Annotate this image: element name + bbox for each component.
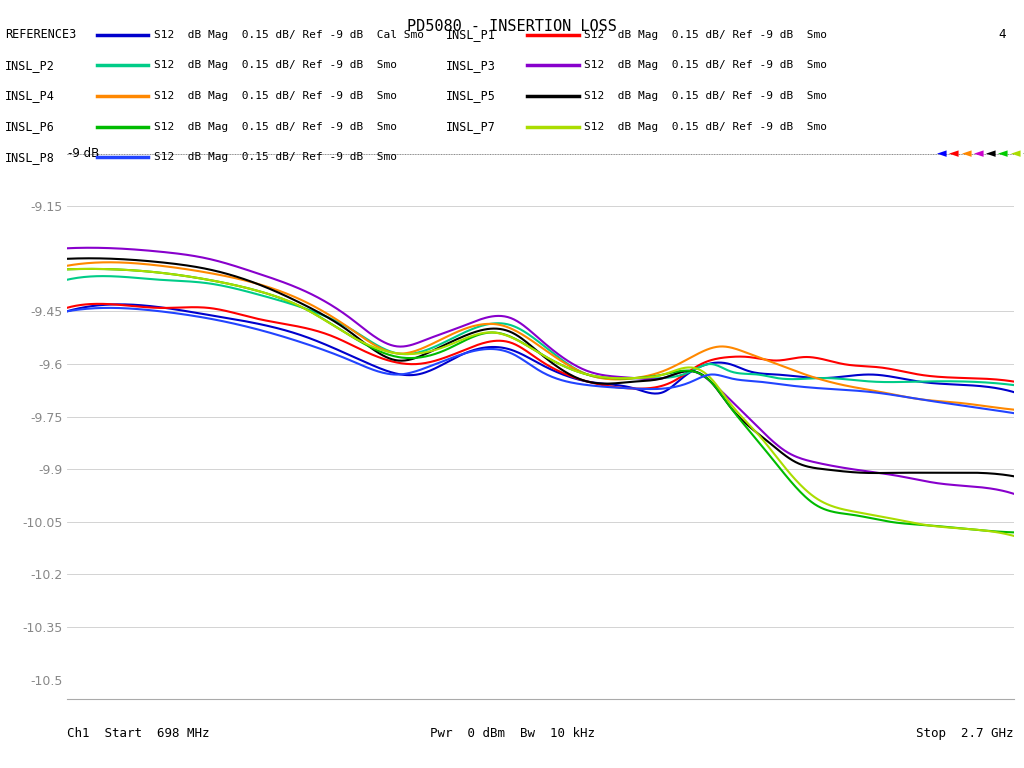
- Text: S12  dB Mag  0.15 dB/ Ref -9 dB  Smo: S12 dB Mag 0.15 dB/ Ref -9 dB Smo: [584, 29, 826, 40]
- Text: INSL_P7: INSL_P7: [445, 121, 496, 133]
- Text: INSL_P1: INSL_P1: [445, 28, 496, 41]
- Text: ◄: ◄: [974, 147, 983, 160]
- Text: S12  dB Mag  0.15 dB/ Ref -9 dB  Smo: S12 dB Mag 0.15 dB/ Ref -9 dB Smo: [584, 121, 826, 132]
- Text: Ch1  Start  698 MHz: Ch1 Start 698 MHz: [67, 727, 209, 740]
- Text: Pwr  0 dBm  Bw  10 kHz: Pwr 0 dBm Bw 10 kHz: [430, 727, 595, 740]
- Text: S12  dB Mag  0.15 dB/ Ref -9 dB  Smo: S12 dB Mag 0.15 dB/ Ref -9 dB Smo: [154, 121, 396, 132]
- Text: INSL_P5: INSL_P5: [445, 90, 496, 102]
- Text: S12  dB Mag  0.15 dB/ Ref -9 dB  Smo: S12 dB Mag 0.15 dB/ Ref -9 dB Smo: [584, 91, 826, 101]
- Text: 4: 4: [998, 28, 1006, 41]
- Text: ◄: ◄: [949, 147, 958, 160]
- Text: S12  dB Mag  0.15 dB/ Ref -9 dB  Smo: S12 dB Mag 0.15 dB/ Ref -9 dB Smo: [584, 60, 826, 71]
- Text: INSL_P8: INSL_P8: [5, 151, 55, 164]
- Text: INSL_P4: INSL_P4: [5, 90, 55, 102]
- Text: S12  dB Mag  0.15 dB/ Ref -9 dB  Smo: S12 dB Mag 0.15 dB/ Ref -9 dB Smo: [154, 152, 396, 163]
- Text: REFERENCE3: REFERENCE3: [5, 28, 77, 41]
- Text: ◄: ◄: [1011, 147, 1020, 160]
- Text: ◄: ◄: [1023, 147, 1024, 160]
- Text: ◄: ◄: [962, 147, 971, 160]
- Text: INSL_P2: INSL_P2: [5, 59, 55, 71]
- Text: -9 dB: -9 dB: [68, 147, 98, 160]
- Text: INSL_P6: INSL_P6: [5, 121, 55, 133]
- Text: Stop  2.7 GHz: Stop 2.7 GHz: [916, 727, 1014, 740]
- Text: S12  dB Mag  0.15 dB/ Ref -9 dB  Smo: S12 dB Mag 0.15 dB/ Ref -9 dB Smo: [154, 60, 396, 71]
- Text: S12  dB Mag  0.15 dB/ Ref -9 dB  Smo: S12 dB Mag 0.15 dB/ Ref -9 dB Smo: [154, 91, 396, 101]
- Text: S12  dB Mag  0.15 dB/ Ref -9 dB  Cal Smo: S12 dB Mag 0.15 dB/ Ref -9 dB Cal Smo: [154, 29, 424, 40]
- Text: ◄: ◄: [986, 147, 995, 160]
- Text: ◄: ◄: [937, 147, 946, 160]
- Text: ◄: ◄: [998, 147, 1008, 160]
- Text: INSL_P3: INSL_P3: [445, 59, 496, 71]
- Text: PD5080 - INSERTION LOSS: PD5080 - INSERTION LOSS: [408, 19, 616, 35]
